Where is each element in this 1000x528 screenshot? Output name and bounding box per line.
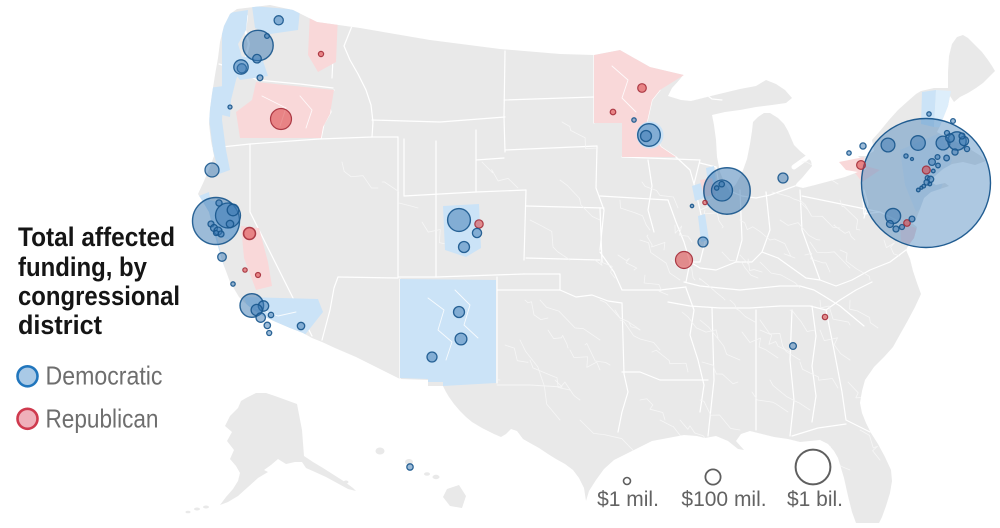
- svg-text:Democratic: Democratic: [46, 361, 163, 391]
- svg-text:$1 mil.: $1 mil.: [597, 488, 659, 511]
- svg-text:Total affected: Total affected: [18, 222, 175, 252]
- svg-text:district: district: [18, 310, 102, 340]
- svg-text:$100 mil.: $100 mil.: [681, 488, 766, 511]
- svg-text:congressional: congressional: [18, 281, 180, 311]
- svg-text:$1 bil.: $1 bil.: [787, 488, 843, 511]
- svg-text:funding, by: funding, by: [18, 252, 147, 282]
- svg-text:Republican: Republican: [46, 404, 159, 434]
